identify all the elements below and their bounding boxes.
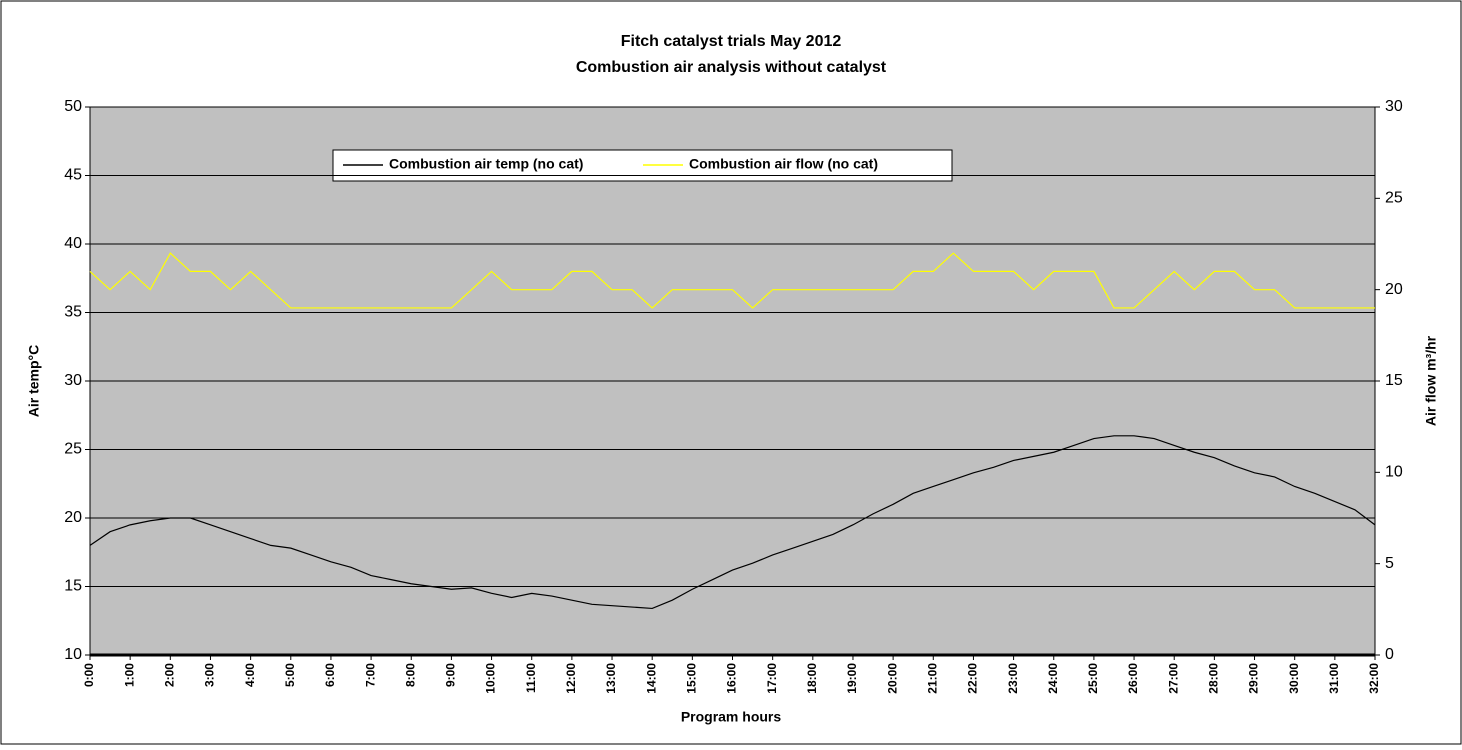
x-tick-label: 27:00 <box>1166 663 1180 694</box>
x-tick-label: 26:00 <box>1126 663 1140 694</box>
x-tick-label: 16:00 <box>725 663 739 694</box>
x-tick-label: 22:00 <box>966 663 980 694</box>
x-tick-label: 6:00 <box>323 663 337 687</box>
x-tick-label: 31:00 <box>1327 663 1341 694</box>
x-tick-label: 20:00 <box>885 663 899 694</box>
x-tick-label: 1:00 <box>122 663 136 687</box>
chart-title: Fitch catalyst trials May 2012 <box>621 33 842 50</box>
x-axis-label: Program hours <box>681 709 782 725</box>
legend-label: Combustion air temp (no cat) <box>389 156 583 172</box>
y2-tick-label: 20 <box>1385 281 1403 298</box>
x-tick-label: 0:00 <box>82 663 96 687</box>
x-tick-label: 11:00 <box>524 663 538 693</box>
y2-tick-label: 0 <box>1385 646 1394 663</box>
y-tick-label: 25 <box>64 441 82 458</box>
y2-tick-label: 25 <box>1385 190 1403 207</box>
x-tick-label: 24:00 <box>1046 663 1060 694</box>
y2-tick-label: 30 <box>1385 98 1403 115</box>
y-tick-label: 15 <box>64 578 82 595</box>
y-tick-label: 50 <box>64 98 82 115</box>
series-line <box>89 252 1375 309</box>
x-tick-label: 14:00 <box>644 663 658 694</box>
x-tick-label: 13:00 <box>604 663 618 694</box>
y2-tick-label: 15 <box>1385 372 1403 389</box>
x-tick-label: 12:00 <box>564 663 578 694</box>
chart-subtitle: Combustion air analysis without catalyst <box>576 59 887 76</box>
x-tick-label: 2:00 <box>162 663 176 687</box>
x-tick-label: 23:00 <box>1006 663 1020 694</box>
y-tick-label: 10 <box>64 646 82 663</box>
x-tick-label: 32:00 <box>1367 663 1381 694</box>
y-tick-label: 35 <box>64 304 82 321</box>
x-tick-label: 7:00 <box>363 663 377 687</box>
x-tick-label: 29:00 <box>1247 663 1261 694</box>
x-tick-label: 4:00 <box>243 663 257 687</box>
x-tick-label: 21:00 <box>925 663 939 694</box>
x-tick-label: 19:00 <box>845 663 859 694</box>
y-tick-label: 20 <box>64 509 82 526</box>
y-tick-label: 40 <box>64 235 82 252</box>
x-tick-label: 8:00 <box>403 663 417 687</box>
x-tick-label: 3:00 <box>203 663 217 687</box>
y-tick-label: 45 <box>64 167 82 184</box>
series-line <box>89 435 1376 610</box>
x-tick-label: 17:00 <box>765 663 779 694</box>
y-tick-label: 30 <box>64 372 82 389</box>
x-tick-label: 30:00 <box>1287 663 1301 694</box>
x-tick-label: 28:00 <box>1207 663 1221 694</box>
x-tick-label: 15:00 <box>685 663 699 694</box>
legend-label: Combustion air flow (no cat) <box>689 156 878 172</box>
x-tick-label: 10:00 <box>484 663 498 694</box>
y2-axis-label: Air flow m³/hr <box>1423 335 1439 426</box>
x-tick-label: 5:00 <box>283 663 297 687</box>
y2-tick-label: 10 <box>1385 464 1403 481</box>
x-tick-label: 18:00 <box>805 663 819 694</box>
y2-tick-label: 5 <box>1385 555 1394 572</box>
y-axis-label: Air temp°C <box>26 345 42 418</box>
x-tick-label: 9:00 <box>444 663 458 687</box>
x-tick-label: 25:00 <box>1086 663 1100 694</box>
